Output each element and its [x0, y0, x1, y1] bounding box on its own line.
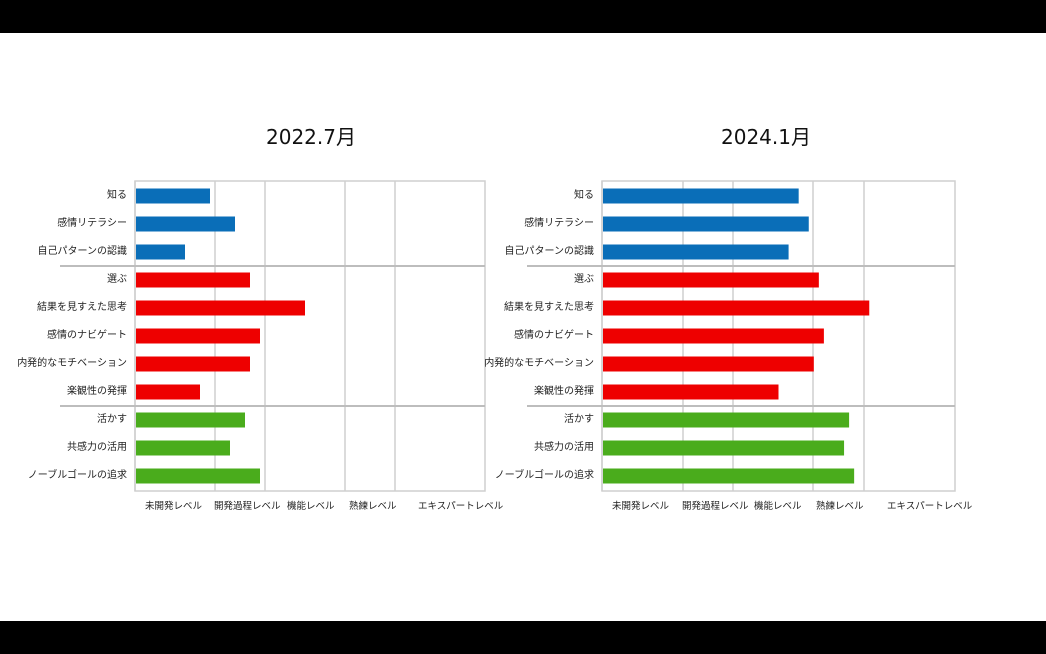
- bar: [603, 384, 779, 400]
- bar: [603, 244, 789, 260]
- category-label: 活かす: [564, 414, 594, 425]
- x-tick-label: 未開発レベル: [612, 501, 670, 512]
- bar: [136, 356, 250, 372]
- category-label: 内発的なモチベーション: [17, 358, 127, 369]
- bar: [603, 216, 809, 232]
- bar: [136, 300, 305, 316]
- bar: [603, 328, 824, 344]
- chart-plot-1: [527, 180, 956, 492]
- category-label: ノーブルゴールの追求: [27, 470, 127, 481]
- bar: [603, 468, 855, 484]
- category-label: 共感力の活用: [67, 442, 127, 453]
- category-label: 選ぶ: [107, 274, 127, 285]
- x-tick-label: 未開発レベル: [145, 501, 203, 512]
- bar: [603, 440, 845, 456]
- x-tick-label: 熟練レベル: [349, 501, 397, 512]
- bar: [603, 300, 870, 316]
- x-tick-label: 機能レベル: [754, 501, 802, 512]
- chart-title-right: 2024.1月: [721, 125, 811, 149]
- category-label: 感情リテラシー: [57, 218, 127, 229]
- category-label: 楽観性の発揮: [67, 386, 127, 397]
- chart-title-left: 2022.7月: [266, 125, 356, 149]
- category-label: 結果を見すえた思考: [37, 302, 127, 313]
- x-tick-label: 熟練レベル: [816, 501, 864, 512]
- bar: [136, 468, 260, 484]
- bar: [603, 356, 814, 372]
- bar: [136, 328, 260, 344]
- category-label: 自己パターンの認識: [504, 246, 595, 257]
- bar: [136, 384, 200, 400]
- x-tick-label: 開発過程レベル: [214, 501, 281, 512]
- category-label: 自己パターンの認識: [37, 246, 128, 257]
- bar: [603, 188, 799, 204]
- bar: [603, 272, 819, 288]
- x-tick-label: 開発過程レベル: [682, 501, 749, 512]
- category-label: 感情のナビゲート: [514, 330, 594, 341]
- category-label: 選ぶ: [574, 274, 594, 285]
- x-tick-label: エキスパートレベル: [887, 501, 973, 512]
- slide: 2022.7月 2024.1月 知る感情リテラシー自己パターンの認識選ぶ結果を見…: [0, 33, 1046, 621]
- category-label: 感情リテラシー: [524, 218, 594, 229]
- chart-plot-0: [60, 180, 486, 492]
- bar: [136, 412, 245, 428]
- bar: [136, 188, 210, 204]
- category-label: ノーブルゴールの追求: [494, 470, 594, 481]
- bar: [136, 440, 230, 456]
- bar: [603, 412, 850, 428]
- bar: [136, 244, 185, 260]
- category-label: 楽観性の発揮: [534, 386, 594, 397]
- category-label: 内発的なモチベーション: [484, 358, 594, 369]
- category-label: 知る: [107, 190, 127, 201]
- category-label: 感情のナビゲート: [47, 330, 127, 341]
- bar: [136, 272, 250, 288]
- category-label: 共感力の活用: [534, 442, 594, 453]
- x-tick-label: 機能レベル: [287, 501, 335, 512]
- x-tick-label: エキスパートレベル: [418, 501, 504, 512]
- category-label: 活かす: [97, 414, 127, 425]
- category-label: 知る: [574, 190, 594, 201]
- category-label: 結果を見すえた思考: [504, 302, 594, 313]
- bar: [136, 216, 235, 232]
